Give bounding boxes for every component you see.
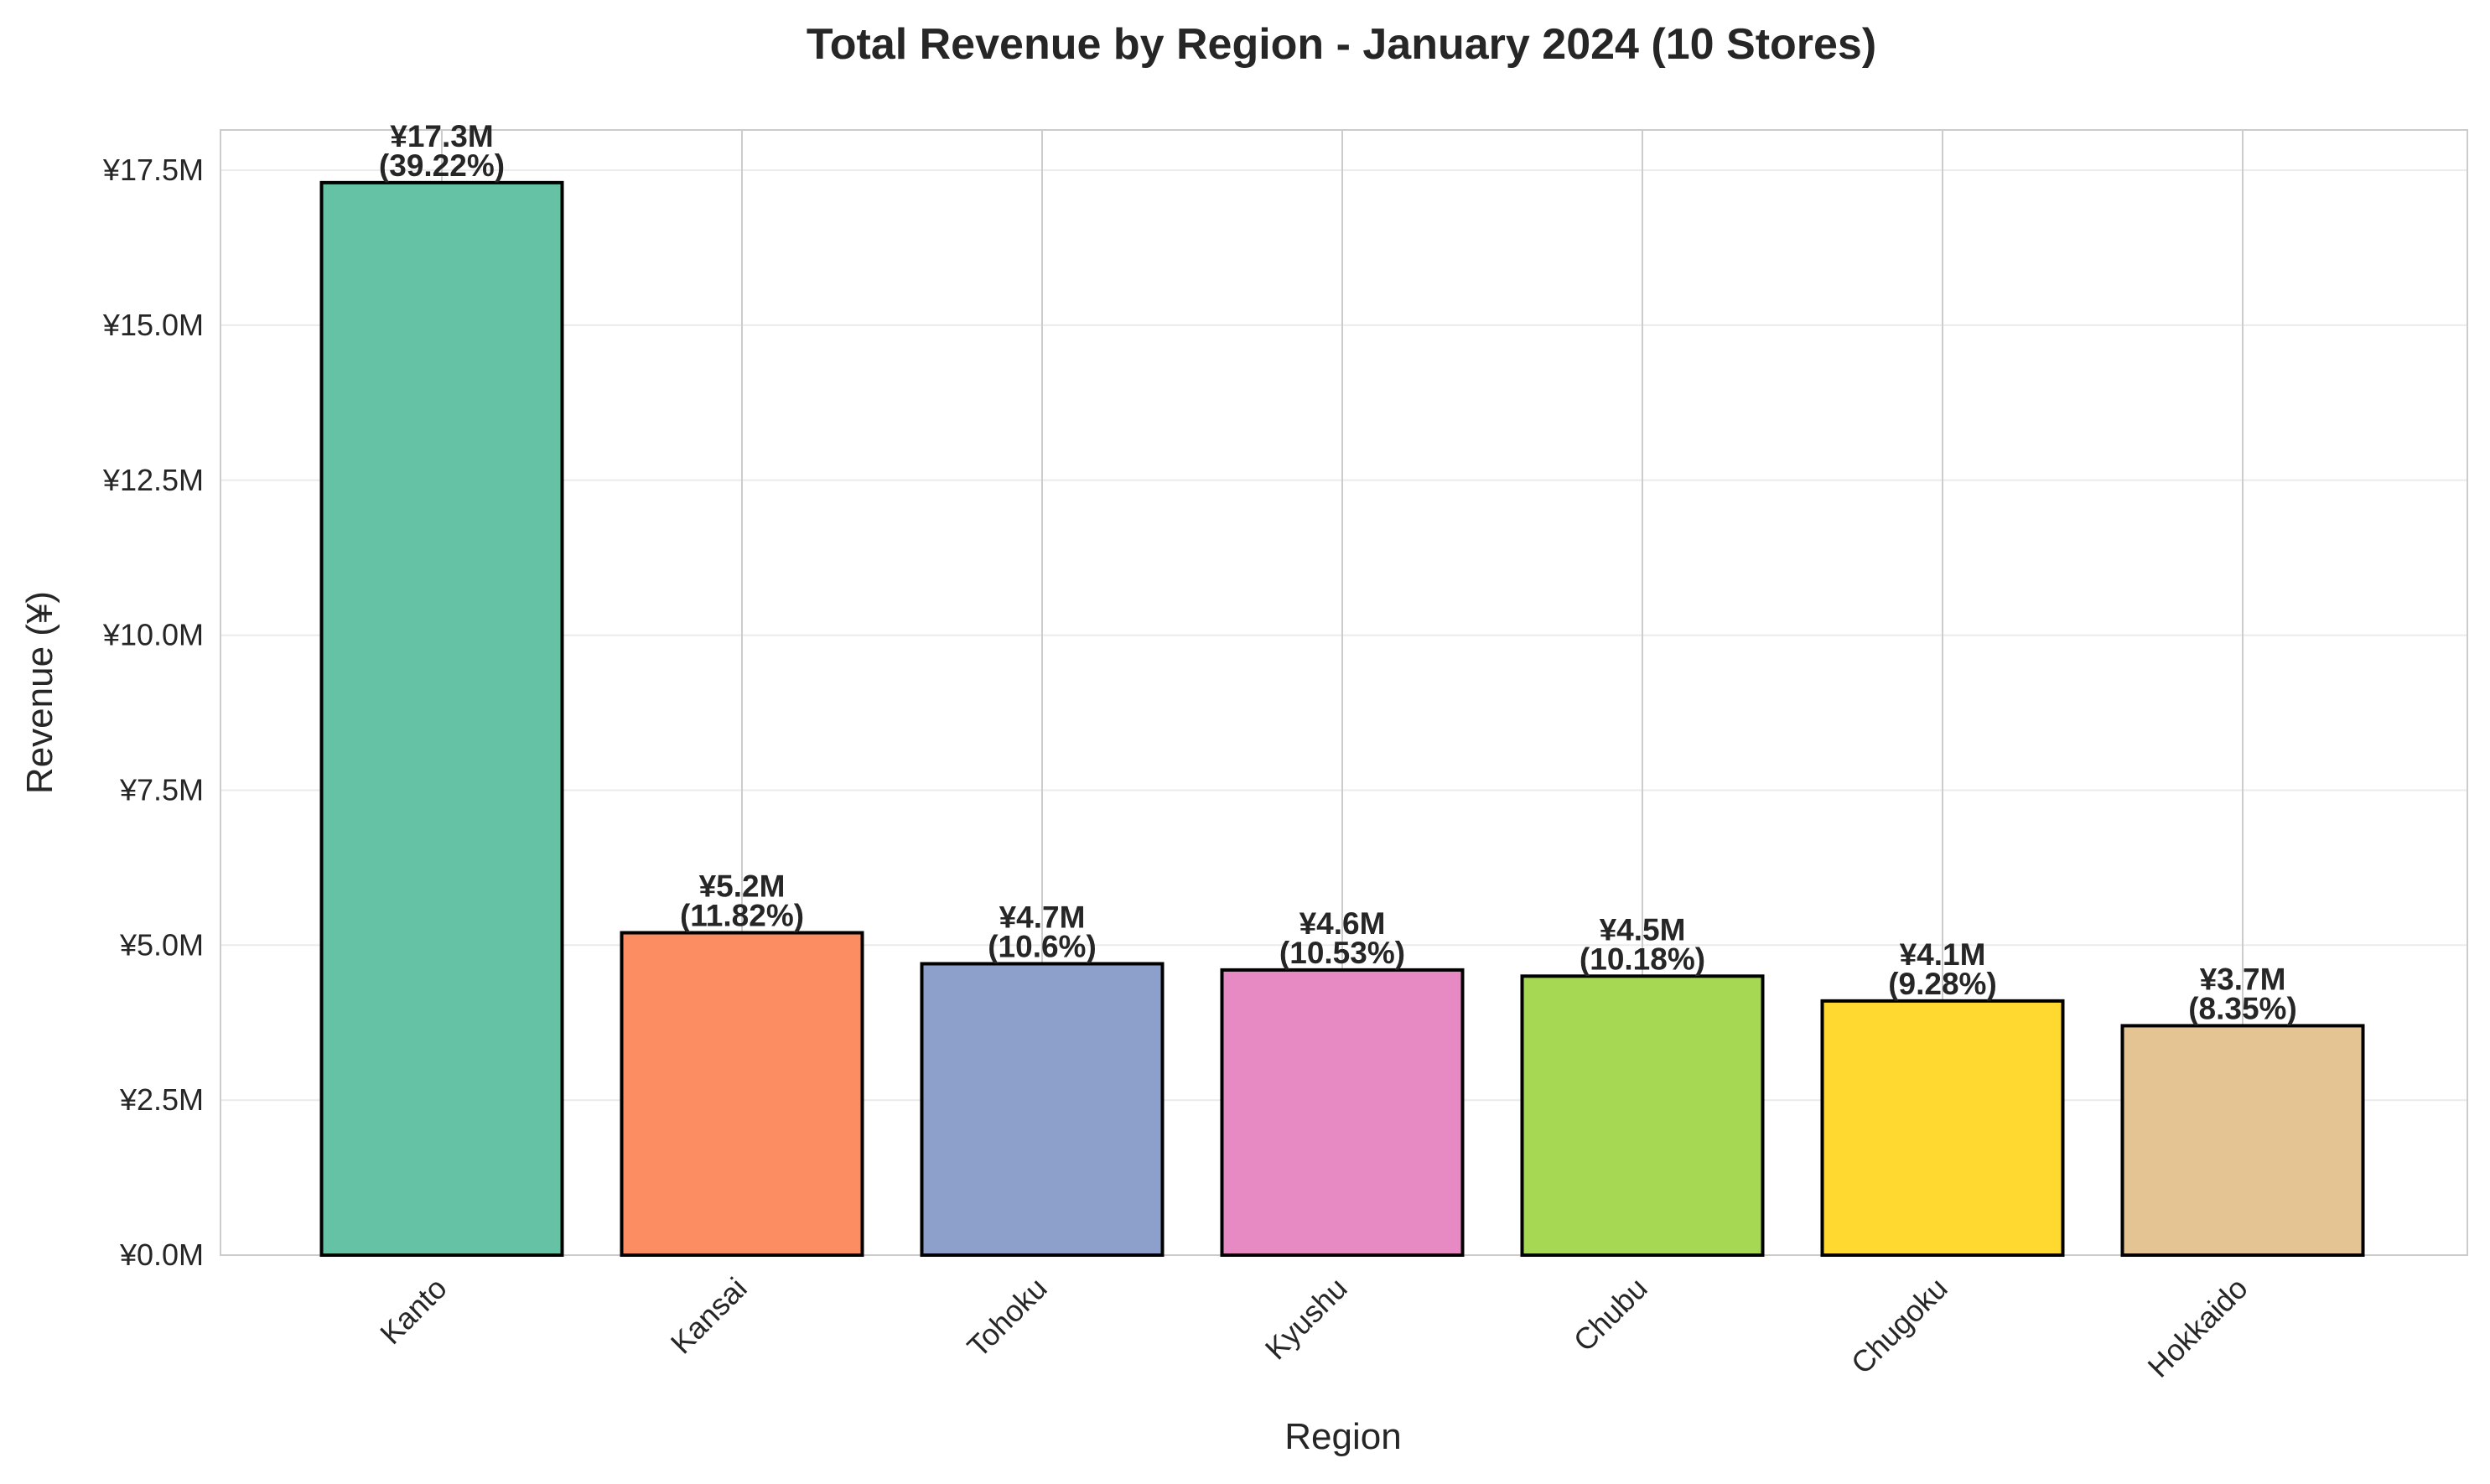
bar-kanto <box>319 180 564 1257</box>
x-tick-label: Tohoku <box>961 1271 1054 1364</box>
bar-percent-label: (39.22%) <box>379 148 505 183</box>
bar-value-label: ¥17.3M <box>390 119 493 153</box>
x-tick-label: Kansai <box>664 1271 754 1361</box>
x-tick-label: Kanto <box>373 1271 454 1352</box>
bar-chugoku <box>1820 999 2065 1258</box>
bar-value-label: ¥4.5M <box>1600 912 1686 947</box>
bar-value-label: ¥3.7M <box>2200 962 2286 996</box>
y-tick-label: ¥2.5M <box>119 1082 204 1117</box>
bar-percent-label: (8.35%) <box>2188 991 2297 1025</box>
bar-kansai <box>620 931 864 1257</box>
x-axis-label: Region <box>1284 1416 1401 1457</box>
y-tick-label: ¥0.0M <box>119 1238 204 1272</box>
x-tick-label: Chubu <box>1567 1271 1654 1358</box>
bar-percent-label: (11.82%) <box>680 899 804 933</box>
bar-percent-label: (10.6%) <box>988 929 1097 963</box>
x-tick-label: Hokkaido <box>2141 1271 2254 1384</box>
bar-tohoku <box>920 962 1165 1257</box>
bar-layer <box>319 180 2365 1258</box>
bar-value-label: ¥4.7M <box>999 900 1086 934</box>
y-tick-label: ¥17.5M <box>102 153 204 187</box>
x-tick-label: Chugoku <box>1844 1271 1954 1381</box>
y-tick-label: ¥15.0M <box>102 308 204 342</box>
label-layer: ¥17.3M(39.22%) ¥5.2M(11.82%) ¥4.7M(10.6%) ¥… <box>379 119 2297 1026</box>
bar-hokkaido <box>2120 1024 2365 1257</box>
x-tick-layer: Kanto Kansai Tohoku Kyushu Chubu Chugoku Hokka… <box>373 1271 2254 1384</box>
y-tick-label: ¥5.0M <box>119 927 204 962</box>
y-axis-label: Revenue (¥) <box>19 591 60 794</box>
bar-chubu <box>1520 974 1765 1257</box>
y-tick-label: ¥12.5M <box>102 463 204 497</box>
y-tick-label: ¥10.0M <box>102 618 204 652</box>
bar-percent-label: (9.28%) <box>1888 967 1997 1001</box>
bar-value-label: ¥4.6M <box>1299 906 1386 941</box>
y-tick-label: ¥7.5M <box>119 772 204 807</box>
bar-percent-label: (10.53%) <box>1279 936 1405 970</box>
bar-value-label: ¥5.2M <box>699 869 786 904</box>
bar-percent-label: (10.18%) <box>1580 942 1705 976</box>
y-tick-layer: ¥0.0M ¥2.5M ¥5.0M ¥7.5M ¥10.0M ¥12.5M ¥15.0M ¥1… <box>102 153 204 1272</box>
chart-title: Total Revenue by Region - January 2024 (… <box>807 20 1876 69</box>
bar-value-label: ¥4.1M <box>1900 937 1986 972</box>
x-tick-label: Kyushu <box>1258 1271 1354 1367</box>
bar-kyushu <box>1220 968 1465 1257</box>
